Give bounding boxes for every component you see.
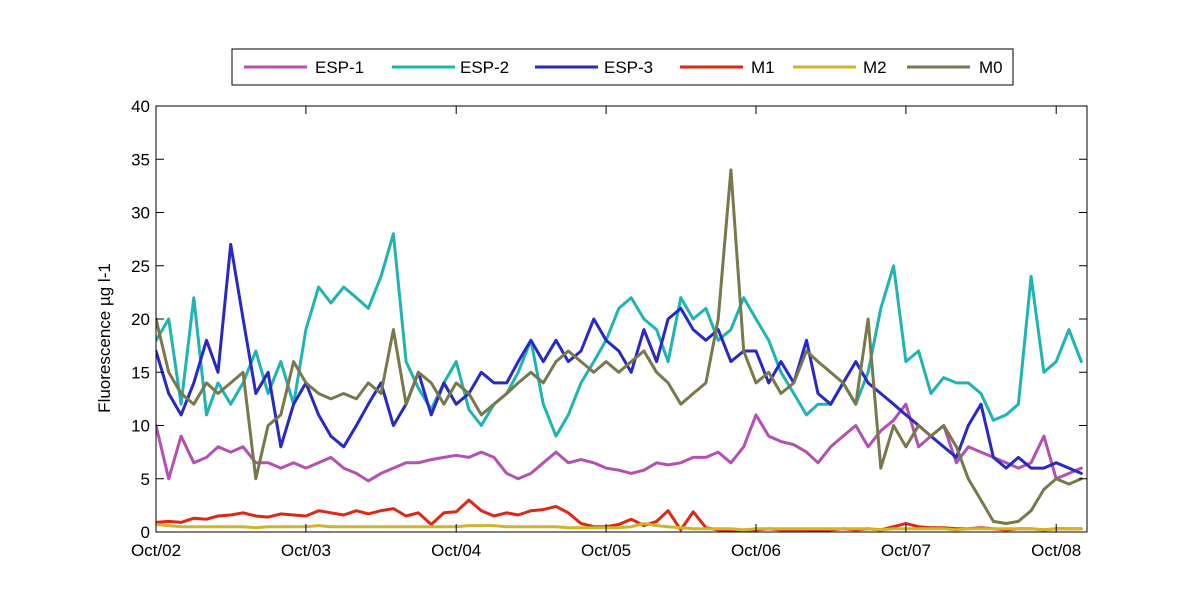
y-tick-label: 35 xyxy=(131,150,150,169)
legend-label-esp-2: ESP-2 xyxy=(460,58,509,77)
y-tick-label: 25 xyxy=(131,257,150,276)
x-tick-label: Oct/07 xyxy=(881,541,931,560)
series-line-m2 xyxy=(156,522,1083,532)
series-line-esp-3 xyxy=(156,242,1083,475)
y-axis-title: Fluorescence µg l-1 xyxy=(95,263,114,413)
x-tick-label: Oct/06 xyxy=(731,541,781,560)
y-tick-label: 20 xyxy=(131,310,150,329)
legend-label-esp-3: ESP-3 xyxy=(604,58,653,77)
series-line-esp-1 xyxy=(156,402,1083,483)
legend-label-m0: M0 xyxy=(979,58,1003,77)
x-tick-label: Oct/04 xyxy=(431,541,481,560)
y-tick-label: 40 xyxy=(131,97,150,116)
y-tick-label: 0 xyxy=(141,523,150,542)
series-line-m0 xyxy=(156,168,1083,525)
x-tick-label: Oct/02 xyxy=(131,541,181,560)
y-tick-label: 15 xyxy=(131,363,150,382)
plot-area xyxy=(156,168,1083,532)
series-line-esp-2 xyxy=(156,232,1083,438)
plot-frame xyxy=(155,105,1088,533)
legend-label-m1: M1 xyxy=(751,58,775,77)
x-tick-label: Oct/08 xyxy=(1031,541,1081,560)
y-tick-label: 5 xyxy=(141,470,150,489)
y-tick-label: 10 xyxy=(131,417,150,436)
legend-label-esp-1: ESP-1 xyxy=(315,58,364,77)
x-tick-label: Oct/05 xyxy=(581,541,631,560)
x-tick-label: Oct/03 xyxy=(281,541,331,560)
y-tick-label: 30 xyxy=(131,204,150,223)
legend-label-m2: M2 xyxy=(863,58,887,77)
axes: 0 5 10 15 20 25 30 35 40 Oct/02 Oct/03 Oct/04 Oct/05… xyxy=(131,97,1088,560)
legend-box xyxy=(231,48,1014,86)
legend: ESP-1 ESP-2 ESP-3 M1 M2 M0 xyxy=(231,48,1014,86)
